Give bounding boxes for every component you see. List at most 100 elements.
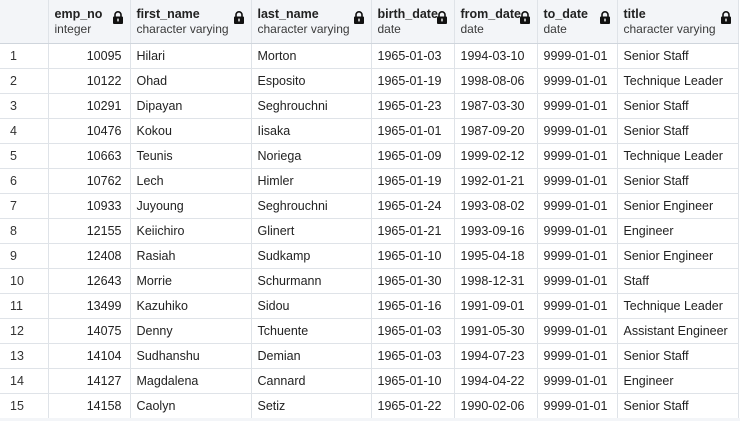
cell-birth-date[interactable]: 1965-01-16 — [371, 293, 455, 319]
cell-from-date[interactable]: 1994-04-22 — [454, 368, 538, 394]
cell-from-date[interactable]: 1993-09-16 — [454, 218, 538, 244]
cell-birth-date[interactable]: 1965-01-23 — [371, 93, 455, 119]
cell-from-date[interactable]: 1994-03-10 — [454, 43, 538, 69]
cell-from-date[interactable]: 1995-04-18 — [454, 243, 538, 269]
cell-from-date[interactable]: 1999-02-12 — [454, 143, 538, 169]
cell-from-date[interactable]: 1991-05-30 — [454, 318, 538, 344]
table-row[interactable]: 7 10933 Juyoung Seghrouchni 1965-01-24 1993-0… — [0, 193, 739, 219]
cell-birth-date[interactable]: 1965-01-03 — [371, 343, 455, 369]
table-row[interactable]: 15 14158 Caolyn Setiz 1965-01-22 1990-02-06 99… — [0, 393, 739, 419]
row-number[interactable]: 8 — [0, 218, 49, 244]
cell-title[interactable]: Senior Staff — [617, 168, 739, 194]
cell-last-name[interactable]: Setiz — [251, 393, 372, 419]
cell-birth-date[interactable]: 1965-01-09 — [371, 143, 455, 169]
cell-from-date[interactable]: 1990-02-06 — [454, 393, 538, 419]
cell-emp-no[interactable]: 10476 — [48, 118, 131, 144]
cell-title[interactable]: Technique Leader — [617, 68, 739, 94]
cell-birth-date[interactable]: 1965-01-21 — [371, 218, 455, 244]
cell-to-date[interactable]: 9999-01-01 — [537, 318, 618, 344]
cell-title[interactable]: Senior Staff — [617, 118, 739, 144]
cell-first-name[interactable]: Kokou — [130, 118, 252, 144]
table-row[interactable]: 12 14075 Denny Tchuente 1965-01-03 1991-05-30… — [0, 318, 739, 344]
row-number[interactable]: 7 — [0, 193, 49, 219]
cell-emp-no[interactable]: 10933 — [48, 193, 131, 219]
cell-from-date[interactable]: 1998-08-06 — [454, 68, 538, 94]
cell-from-date[interactable]: 1993-08-02 — [454, 193, 538, 219]
cell-to-date[interactable]: 9999-01-01 — [537, 368, 618, 394]
cell-last-name[interactable]: Seghrouchni — [251, 93, 372, 119]
cell-last-name[interactable]: Esposito — [251, 68, 372, 94]
row-number[interactable]: 11 — [0, 293, 49, 319]
cell-to-date[interactable]: 9999-01-01 — [537, 243, 618, 269]
cell-title[interactable]: Senior Staff — [617, 93, 739, 119]
cell-first-name[interactable]: Sudhanshu — [130, 343, 252, 369]
row-number[interactable]: 13 — [0, 343, 49, 369]
cell-birth-date[interactable]: 1965-01-19 — [371, 168, 455, 194]
cell-to-date[interactable]: 9999-01-01 — [537, 393, 618, 419]
cell-first-name[interactable]: Magdalena — [130, 368, 252, 394]
cell-emp-no[interactable]: 14104 — [48, 343, 131, 369]
cell-emp-no[interactable]: 14127 — [48, 368, 131, 394]
cell-first-name[interactable]: Denny — [130, 318, 252, 344]
cell-to-date[interactable]: 9999-01-01 — [537, 118, 618, 144]
cell-emp-no[interactable]: 10291 — [48, 93, 131, 119]
column-header-to-date[interactable]: to_date date — [537, 0, 618, 44]
cell-to-date[interactable]: 9999-01-01 — [537, 43, 618, 69]
cell-emp-no[interactable]: 12408 — [48, 243, 131, 269]
cell-title[interactable]: Assistant Engineer — [617, 318, 739, 344]
cell-to-date[interactable]: 9999-01-01 — [537, 293, 618, 319]
table-row[interactable]: 14 14127 Magdalena Cannard 1965-01-10 1994-04… — [0, 368, 739, 394]
cell-birth-date[interactable]: 1965-01-22 — [371, 393, 455, 419]
row-number[interactable]: 3 — [0, 93, 49, 119]
cell-title[interactable]: Senior Engineer — [617, 243, 739, 269]
cell-first-name[interactable]: Caolyn — [130, 393, 252, 419]
row-number[interactable]: 15 — [0, 393, 49, 419]
cell-title[interactable]: Senior Staff — [617, 393, 739, 419]
cell-birth-date[interactable]: 1965-01-01 — [371, 118, 455, 144]
cell-title[interactable]: Senior Staff — [617, 43, 739, 69]
cell-to-date[interactable]: 9999-01-01 — [537, 168, 618, 194]
cell-title[interactable]: Engineer — [617, 368, 739, 394]
column-header-last-name[interactable]: last_name character varying — [251, 0, 372, 44]
cell-emp-no[interactable]: 14075 — [48, 318, 131, 344]
column-header-from-date[interactable]: from_date date — [454, 0, 538, 44]
row-number[interactable]: 10 — [0, 268, 49, 294]
row-number[interactable]: 14 — [0, 368, 49, 394]
cell-birth-date[interactable]: 1965-01-03 — [371, 43, 455, 69]
row-number[interactable]: 1 — [0, 43, 49, 69]
cell-from-date[interactable]: 1987-09-20 — [454, 118, 538, 144]
cell-birth-date[interactable]: 1965-01-03 — [371, 318, 455, 344]
row-number[interactable]: 4 — [0, 118, 49, 144]
cell-first-name[interactable]: Juyoung — [130, 193, 252, 219]
cell-title[interactable]: Staff — [617, 268, 739, 294]
cell-title[interactable]: Senior Staff — [617, 343, 739, 369]
cell-first-name[interactable]: Morrie — [130, 268, 252, 294]
cell-emp-no[interactable]: 12643 — [48, 268, 131, 294]
cell-first-name[interactable]: Rasiah — [130, 243, 252, 269]
cell-emp-no[interactable]: 10762 — [48, 168, 131, 194]
table-row[interactable]: 11 13499 Kazuhiko Sidou 1965-01-16 1991-09-01… — [0, 293, 739, 319]
cell-title[interactable]: Technique Leader — [617, 293, 739, 319]
cell-last-name[interactable]: Sidou — [251, 293, 372, 319]
cell-from-date[interactable]: 1992-01-21 — [454, 168, 538, 194]
cell-title[interactable]: Technique Leader — [617, 143, 739, 169]
cell-to-date[interactable]: 9999-01-01 — [537, 343, 618, 369]
cell-last-name[interactable]: Cannard — [251, 368, 372, 394]
cell-emp-no[interactable]: 10122 — [48, 68, 131, 94]
table-row[interactable]: 2 10122 Ohad Esposito 1965-01-19 1998-08-06 99… — [0, 68, 739, 94]
row-number[interactable]: 12 — [0, 318, 49, 344]
cell-first-name[interactable]: Teunis — [130, 143, 252, 169]
column-header-title[interactable]: title character varying — [617, 0, 739, 44]
cell-last-name[interactable]: Noriega — [251, 143, 372, 169]
cell-last-name[interactable]: Tchuente — [251, 318, 372, 344]
row-number[interactable]: 9 — [0, 243, 49, 269]
cell-birth-date[interactable]: 1965-01-24 — [371, 193, 455, 219]
row-number-header[interactable] — [0, 0, 49, 44]
cell-first-name[interactable]: Kazuhiko — [130, 293, 252, 319]
cell-emp-no[interactable]: 13499 — [48, 293, 131, 319]
table-row[interactable]: 10 12643 Morrie Schurmann 1965-01-30 1998-12-… — [0, 268, 739, 294]
table-row[interactable]: 9 12408 Rasiah Sudkamp 1965-01-10 1995-04-18 9… — [0, 243, 739, 269]
cell-first-name[interactable]: Keiichiro — [130, 218, 252, 244]
cell-from-date[interactable]: 1991-09-01 — [454, 293, 538, 319]
cell-title[interactable]: Senior Engineer — [617, 193, 739, 219]
